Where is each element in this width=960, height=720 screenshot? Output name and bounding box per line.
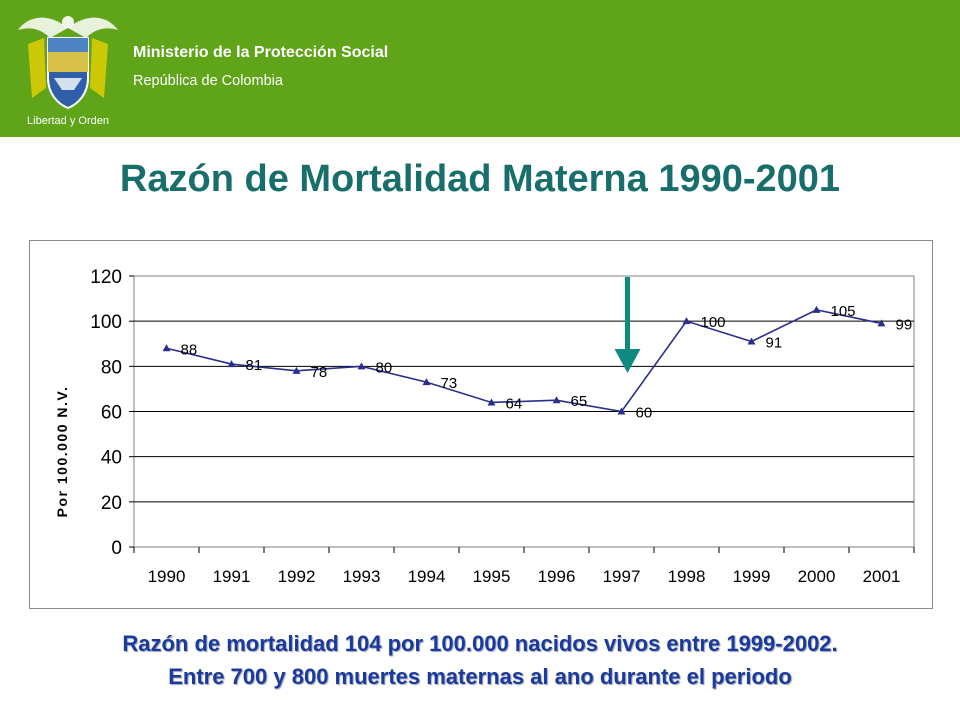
x-tick-label: 1998 [668,567,706,586]
x-tick-label: 1997 [603,567,641,586]
x-tick-label: 1995 [473,567,511,586]
data-point [292,366,301,374]
y-tick-label: 80 [101,357,122,378]
x-tick-label: 2000 [798,567,836,586]
x-tick-label: 1994 [408,567,446,586]
y-tick-label: 100 [90,312,122,333]
republic-name: República de Colombia [133,73,283,89]
y-tick-label: 40 [101,448,122,469]
y-tick-label: 20 [101,493,122,514]
x-tick-label: 1992 [278,567,316,586]
data-label: 88 [181,341,198,358]
data-label: 105 [831,303,856,320]
ministry-name: Ministerio de la Protección Social [133,44,389,61]
data-point [552,396,561,404]
y-tick-label: 60 [101,403,122,424]
annotation-arrow-head [614,349,641,373]
data-point [682,317,691,325]
x-tick-label: 2001 [863,567,901,586]
x-tick-label: 1993 [343,567,381,586]
data-point [422,378,431,386]
data-label: 60 [636,405,653,422]
footnote-line-1: Razón de mortalidad 104 por 100.000 naci… [122,631,838,656]
data-point [487,398,496,406]
data-label: 73 [441,375,458,392]
y-tick-label: 120 [90,267,122,288]
x-tick-label: 1999 [733,567,771,586]
data-label: 64 [506,395,523,412]
chart-frame: 0 20 40 60 80 100 120 1990 1991 1992 1993 1994 1995 1… [29,240,933,609]
data-label: 78 [311,364,328,381]
x-tick-label: 1991 [213,567,251,586]
data-label: 91 [766,334,783,351]
data-point [812,305,821,313]
x-tick-label: 1996 [538,567,576,586]
line-chart: 0 20 40 60 80 100 120 1990 1991 1992 1993 1994 1995 1… [54,267,915,586]
data-label: 100 [701,314,726,331]
data-label: 99 [896,316,913,333]
data-label: 80 [376,359,393,376]
x-tick-label: 1990 [148,567,186,586]
data-point [747,337,756,345]
footnote-line-2: Entre 700 y 800 muertes maternas al ano … [168,664,792,689]
data-point [357,362,366,370]
data-label: 65 [571,393,588,410]
header-bar: Libertad y Orden Ministerio de la Protec… [0,0,960,137]
y-axis-label: Por 100.000 N.V. [54,386,70,518]
data-point [162,344,171,352]
crest-motto: Libertad y Orden [27,115,109,127]
data-label: 81 [246,357,263,374]
data-point [877,319,886,327]
series-line [166,309,882,413]
data-point [227,360,236,368]
slide-title: Razón de Mortalidad Materna 1990-2001 [119,158,841,200]
coat-of-arms-logo: Libertad y Orden [18,16,118,127]
y-tick-label: 0 [111,538,122,559]
data-point [617,407,626,415]
